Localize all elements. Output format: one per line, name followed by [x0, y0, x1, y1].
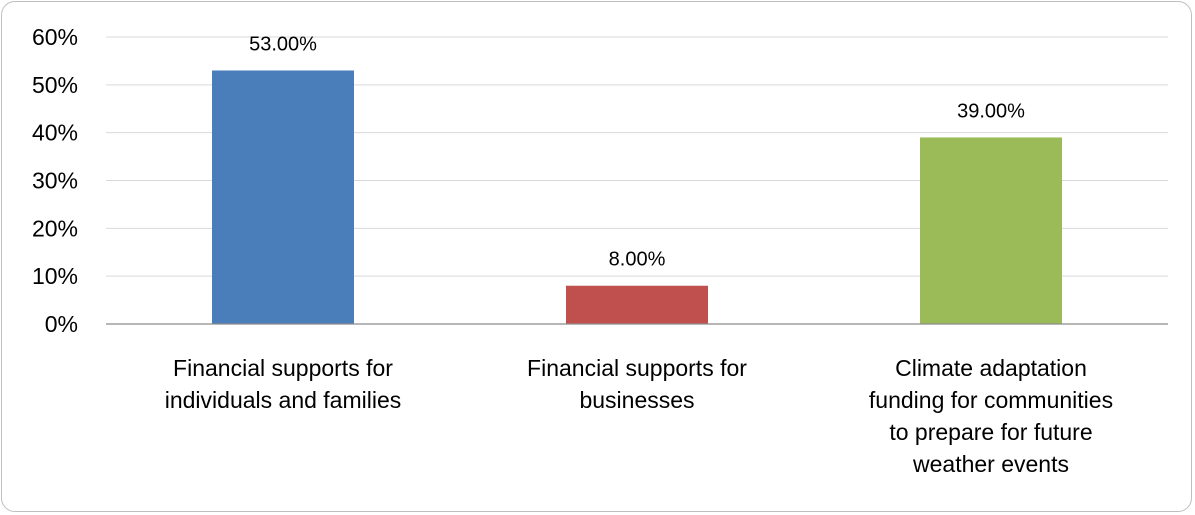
category-label-line: Climate adaptation [895, 355, 1087, 381]
category-label-line: individuals and families [165, 387, 402, 413]
category-label-line: to prepare for future [889, 419, 1092, 445]
y-tick-label: 20% [32, 215, 78, 241]
data-label: 39.00% [957, 100, 1025, 122]
y-tick-label: 10% [32, 263, 78, 289]
y-tick-label: 50% [32, 72, 78, 98]
bar [566, 285, 708, 324]
category-label-line: Financial supports for [527, 355, 747, 381]
y-tick-label: 30% [32, 168, 78, 194]
y-tick-label: 40% [32, 120, 78, 146]
bars [212, 70, 1062, 324]
data-label: 8.00% [609, 249, 666, 271]
category-label-line: businesses [579, 387, 694, 413]
labels: 0% 10% 20% 30% 40% 50% 60% 53.00% 8.00% 39.00% Fin… [32, 24, 1113, 477]
y-tick-label: 60% [32, 24, 78, 50]
y-tick-label: 0% [45, 311, 78, 337]
category-label: Climate adaptation funding for communitie… [869, 355, 1113, 477]
data-label: 53.00% [249, 33, 317, 55]
category-label-line: funding for communities [869, 387, 1113, 413]
bar [212, 70, 354, 324]
bar [920, 137, 1062, 324]
category-label-line: weather events [912, 451, 1069, 477]
category-label-line: Financial supports for [173, 355, 393, 381]
category-label: Financial supports for businesses [527, 355, 747, 413]
category-label: Financial supports for individuals and fa… [165, 355, 402, 413]
